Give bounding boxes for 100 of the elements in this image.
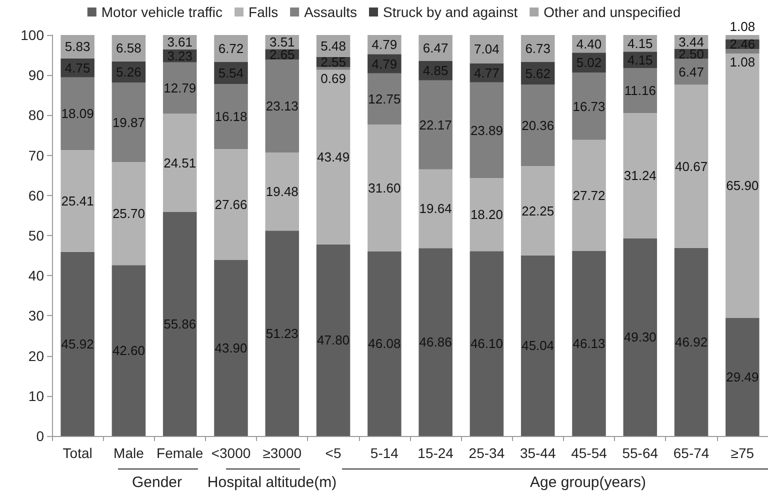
data-label: 22.25	[522, 203, 554, 218]
bar	[60, 252, 94, 436]
bar	[368, 251, 402, 436]
bar	[214, 35, 248, 62]
y-tick-label: 70	[28, 147, 44, 164]
bar	[572, 72, 606, 140]
data-label: 49.30	[624, 330, 656, 345]
data-label: 47.80	[317, 332, 350, 348]
data-label: 19.48	[266, 184, 298, 200]
bar	[214, 260, 248, 436]
x-tick-label: <3000	[211, 445, 251, 461]
text: Age group(years)	[530, 474, 646, 491]
data-label: 5.83	[64, 39, 90, 54]
data-label: 5.48	[320, 38, 346, 54]
bar	[726, 49, 760, 54]
y-tick-label: 60	[28, 187, 44, 204]
data-label: 4.79	[372, 37, 398, 52]
x-tick-label: 15-24	[418, 445, 454, 461]
data-label: 55.86	[164, 316, 196, 332]
data-label: 43.90	[214, 340, 248, 356]
y-tick-label: 50	[28, 228, 44, 244]
data-label: 16.73	[572, 98, 606, 114]
x-tick-label: 45-54	[571, 445, 608, 461]
bar	[726, 53, 760, 318]
data-label: 46.92	[675, 334, 708, 350]
bar	[162, 212, 197, 436]
y-tick-label: 20	[28, 348, 44, 364]
bar	[470, 63, 504, 82]
data-label: 19.87	[112, 114, 145, 130]
data-label: 18.20	[470, 207, 503, 222]
legend-label: Motor vehicle traffic	[101, 4, 223, 20]
text: Gender	[132, 474, 182, 491]
bar	[418, 248, 452, 436]
y-tick-label: 10	[28, 388, 44, 404]
data-label: 3.44	[678, 34, 704, 50]
data-label: 6.73	[525, 40, 551, 56]
y-tick-label: 100	[20, 27, 44, 43]
bar	[368, 73, 402, 125]
data-label: 46.86	[419, 334, 452, 350]
bar	[572, 140, 606, 252]
bar	[162, 62, 197, 114]
data-label: 19.64	[419, 201, 452, 216]
bar	[60, 77, 94, 150]
x-tick-label: 35-44	[520, 445, 556, 461]
data-label: 20.36	[522, 118, 554, 133]
bar	[214, 149, 248, 260]
bar	[112, 265, 146, 436]
x-tick-label: 25-34	[468, 445, 505, 461]
bar	[470, 82, 504, 178]
data-label: 43.49	[317, 150, 350, 165]
data-label: 27.66	[214, 197, 248, 212]
x-tick-label: <5	[325, 445, 342, 461]
legend-label: Falls	[248, 4, 278, 20]
bar	[368, 124, 402, 252]
y-tick-label: 80	[28, 107, 44, 124]
data-label: 46.10	[470, 336, 503, 352]
data-label: 3.51	[269, 34, 295, 50]
data-label: 1.08	[730, 19, 756, 34]
y-tick-label: 40	[28, 268, 44, 284]
bar	[470, 178, 504, 252]
data-label: 29.49	[726, 369, 759, 384]
data-label: 3.61	[167, 34, 193, 50]
bar	[674, 248, 708, 436]
data-label: 65.90	[726, 178, 759, 194]
data-label: 18.09	[61, 106, 94, 122]
data-label: 45.92	[61, 336, 94, 352]
y-tick-label: 90	[28, 67, 44, 84]
data-label: 6.58	[116, 40, 142, 56]
bar	[316, 244, 350, 436]
bar	[418, 80, 452, 170]
data-label: 0.69	[320, 70, 346, 86]
bar	[520, 255, 555, 436]
bar	[520, 84, 555, 166]
legend-label: Other and unspecified	[544, 4, 681, 20]
data-label: 40.67	[675, 158, 708, 174]
bar	[726, 318, 760, 436]
data-label: 25.70	[112, 206, 145, 222]
data-label: 6.47	[422, 40, 448, 56]
data-label: 51.23	[266, 326, 298, 341]
data-label: 4.40	[576, 36, 602, 52]
bar	[265, 60, 300, 152]
data-label: 46.13	[572, 336, 606, 352]
x-tick-label: ≥3000	[262, 445, 302, 461]
y-tick-label: 30	[28, 308, 44, 324]
data-label: 23.89	[470, 122, 503, 138]
bar	[214, 84, 248, 150]
bar	[112, 82, 146, 162]
data-label: 12.79	[164, 80, 196, 96]
data-label: 31.60	[368, 180, 401, 196]
bar	[470, 251, 504, 436]
data-label: 12.75	[368, 91, 401, 106]
data-label: 24.51	[164, 155, 196, 170]
data-label: 31.24	[624, 168, 656, 184]
bar	[265, 230, 300, 436]
data-label: 22.17	[419, 117, 452, 132]
data-label: 4.15	[627, 36, 653, 51]
bar	[674, 84, 708, 248]
legend-label: Assaults	[304, 4, 357, 20]
data-label: 7.04	[474, 42, 500, 57]
x-tick-label: Male	[114, 445, 144, 461]
